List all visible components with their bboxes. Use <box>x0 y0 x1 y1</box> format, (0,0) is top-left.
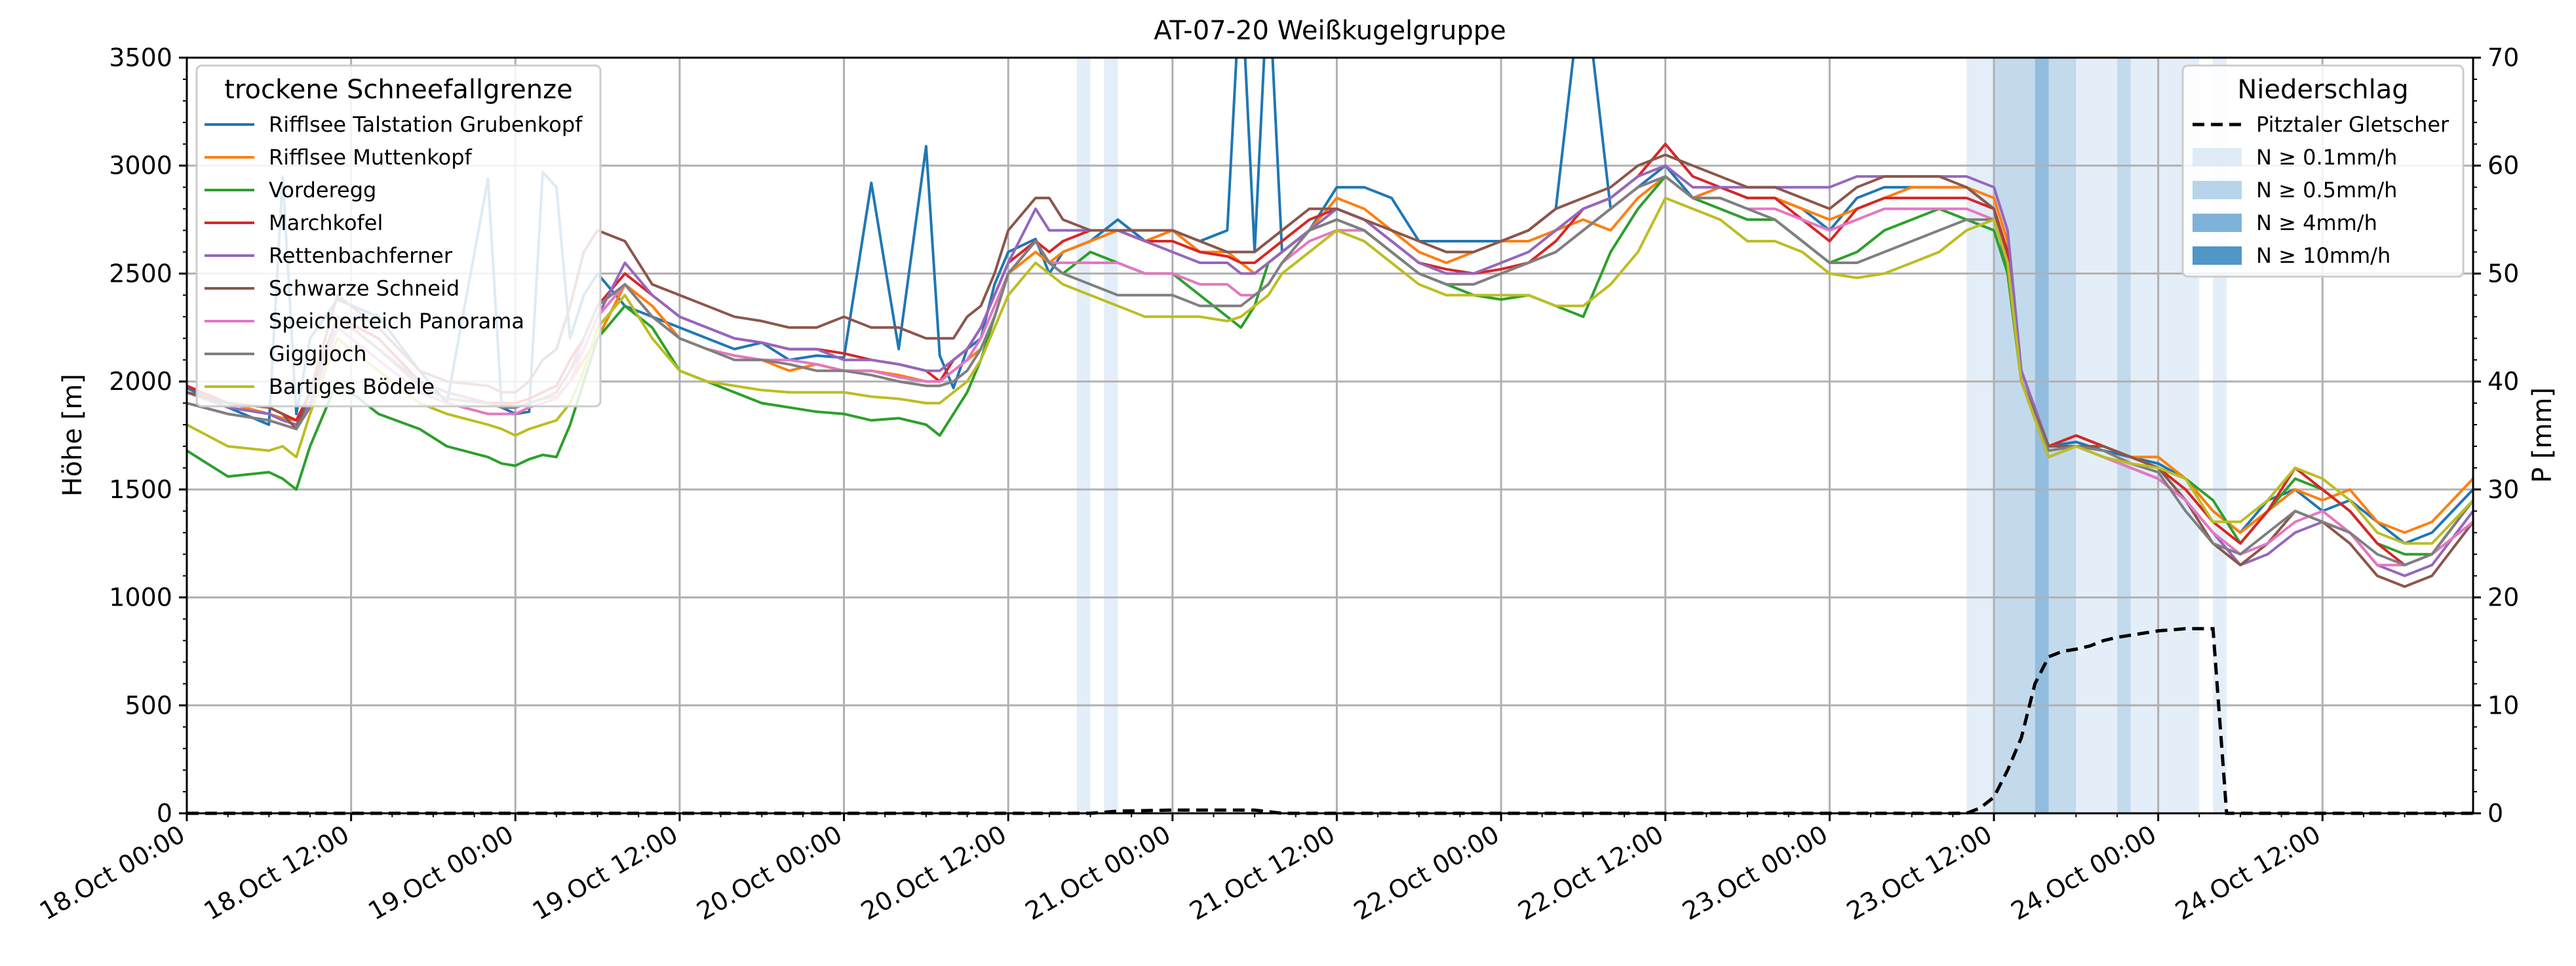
legend-left-label-0: Rifflsee Talstation Grubenkopf <box>269 112 583 137</box>
precip-band-3 <box>1980 58 1994 813</box>
x-tick-label-5: 20.Oct 12:00 <box>856 820 1011 926</box>
legend-right-band-swatch-2 <box>2193 214 2242 232</box>
legend-left-label-8: Bartiges Bödele <box>269 374 435 399</box>
x-tick-label-10: 23.Oct 00:00 <box>1677 820 1833 926</box>
y2-tick-label-1: 10 <box>2488 691 2519 720</box>
x-tick-label-11: 23.Oct 12:00 <box>1842 820 1997 926</box>
legend-right-band-label-3: N ≥ 10mm/h <box>2256 243 2391 268</box>
precip-band-7 <box>2076 58 2117 813</box>
precip-cumulative-line <box>187 627 2473 815</box>
y2-tick-label-7: 70 <box>2488 43 2519 72</box>
x-tick-label-6: 21.Oct 00:00 <box>1021 820 1176 926</box>
legend-left-title: trockene Schneefallgrenze <box>224 75 572 105</box>
precip-band-6 <box>2048 58 2077 813</box>
y-axis-label: Höhe [m] <box>58 374 88 496</box>
y2-tick-label-3: 30 <box>2488 475 2519 504</box>
x-tick-label-3: 19.Oct 12:00 <box>528 820 683 926</box>
precip-band-1 <box>1104 58 1118 813</box>
y2-tick-label-4: 40 <box>2488 367 2519 396</box>
y-tick-label-6: 3000 <box>109 151 172 180</box>
precipitation-line-layer <box>187 627 2473 815</box>
legend-precipitation: Niederschlag Pitztaler Gletscher N ≥ 0.1m… <box>2181 64 2465 278</box>
legend-right-band-label-2: N ≥ 4mm/h <box>2256 210 2377 235</box>
y2-axis-label: P [mm] <box>2527 387 2558 483</box>
legend-left-label-2: Vorderegg <box>269 178 376 203</box>
y-tick-label-3: 1500 <box>109 475 172 504</box>
x-tick-label-12: 24.Oct 00:00 <box>2006 820 2162 926</box>
legend-right-band-label-0: N ≥ 0.1mm/h <box>2256 145 2397 170</box>
legend-left-label-7: Giggijoch <box>269 341 367 366</box>
x-tick-label-7: 21.Oct 12:00 <box>1184 820 1340 926</box>
y2-tick-label-0: 0 <box>2488 799 2503 828</box>
legend-right-box <box>2181 64 2465 278</box>
y-tick-label-1: 500 <box>125 691 172 720</box>
legend-left-label-6: Speicherteich Panorama <box>269 309 524 334</box>
y-tick-label-5: 2500 <box>109 259 172 288</box>
chart-title: AT-07-20 Weißkugelgruppe <box>1154 16 1506 46</box>
precip-band-8 <box>2117 58 2131 813</box>
y-tick-label-7: 3500 <box>109 43 172 72</box>
legend-right-title: Niederschlag <box>2237 75 2408 105</box>
y2-tick-label-2: 20 <box>2488 583 2519 612</box>
legend-right-band-label-1: N ≥ 0.5mm/h <box>2256 178 2397 203</box>
legend-left-items: Rifflsee Talstation Grubenkopf Rifflsee M… <box>205 112 583 399</box>
y-tick-label-2: 1000 <box>109 583 172 612</box>
x-tick-label-2: 19.Oct 00:00 <box>363 820 518 926</box>
legend-right-band-swatch-0 <box>2193 148 2242 166</box>
precip-band-0 <box>1076 58 1091 813</box>
x-tick-label-9: 22.Oct 12:00 <box>1513 820 1669 926</box>
legend-left-box <box>195 64 602 408</box>
x-tick-label-0: 18.Oct 00:00 <box>35 820 190 926</box>
y2-tick-label-6: 60 <box>2488 151 2519 180</box>
legend-right-items: Pitztaler Gletscher N ≥ 0.1mm/h N ≥ 0.5mm/… <box>2193 112 2449 268</box>
y-tick-label-0: 0 <box>157 799 172 828</box>
plot-frame <box>185 56 2474 815</box>
legend-station-lines: trockene Schneefallgrenze Rifflsee Talst… <box>195 64 602 408</box>
legend-right-band-swatch-1 <box>2193 181 2242 199</box>
legend-right-line-label: Pitztaler Gletscher <box>2256 112 2449 137</box>
x-tick-label-4: 20.Oct 00:00 <box>692 820 847 926</box>
y-tick-label-4: 2000 <box>109 367 172 396</box>
series-line-8 <box>187 197 2473 545</box>
legend-left-label-1: Rifflsee Muttenkopf <box>269 145 473 170</box>
y2-tick-label-5: 50 <box>2488 259 2519 288</box>
legend-right-band-swatch-3 <box>2193 246 2242 265</box>
x-tick-label-1: 18.Oct 12:00 <box>199 820 355 926</box>
precip-band-2 <box>1966 58 1981 813</box>
legend-left-label-5: Schwarze Schneid <box>269 276 459 301</box>
x-tick-label-8: 22.Oct 00:00 <box>1349 820 1504 926</box>
precip-band-4 <box>1993 58 2035 813</box>
legend-left-label-3: Marchkofel <box>269 210 383 235</box>
legend-left-label-4: Rettenbachferner <box>269 243 453 268</box>
x-tick-label-13: 24.Oct 12:00 <box>2170 820 2326 926</box>
